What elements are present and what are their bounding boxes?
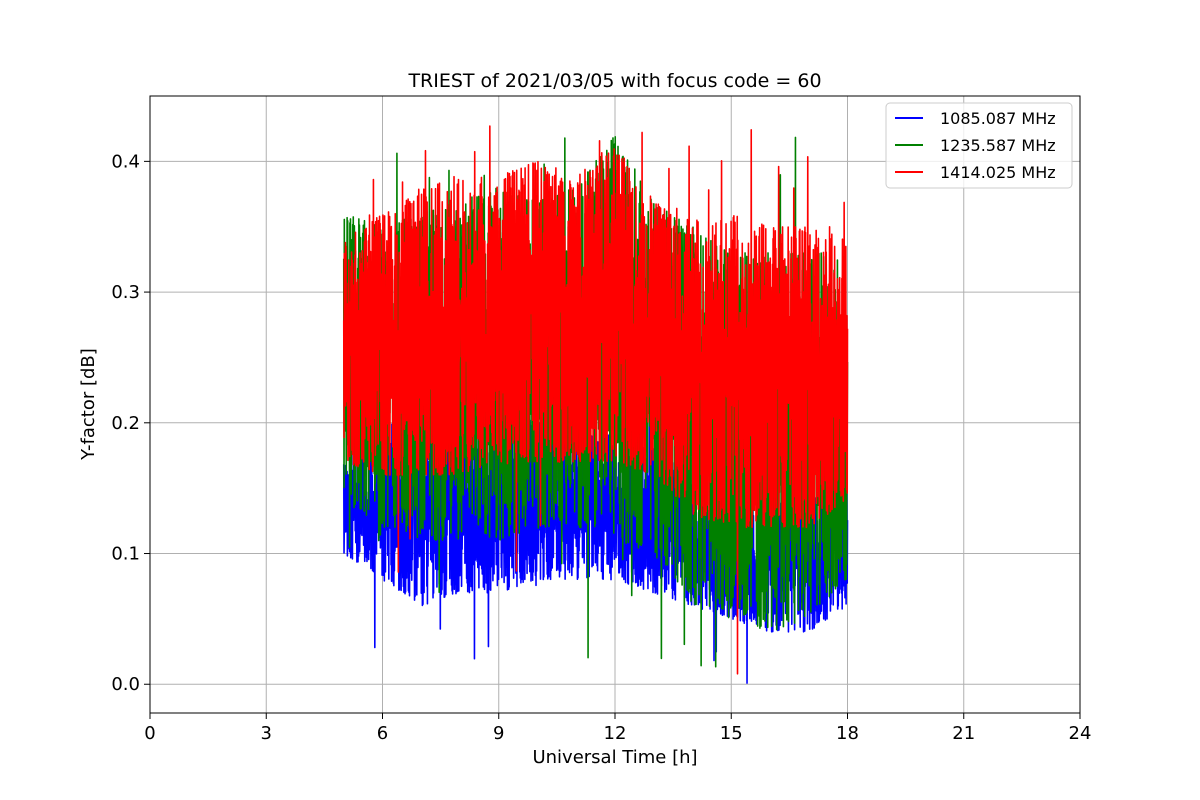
- x-tick-label: 0: [144, 723, 155, 744]
- series-line-2: [342, 125, 849, 675]
- x-tick-label: 12: [604, 723, 627, 744]
- legend-label-series-1: 1235.587 MHz: [940, 136, 1056, 155]
- axis-ticks: 0 3 6 9 12 15 18 21 24 0.0 0.1 0.2 0.3 0.4: [111, 151, 1091, 744]
- y-tick-label: 0.0: [111, 674, 140, 695]
- x-tick-label: 24: [1069, 723, 1092, 744]
- chart-title: TRIEST of 2021/03/05 with focus code = 6…: [407, 70, 821, 92]
- legend-label-series-2: 1414.025 MHz: [940, 163, 1056, 182]
- x-tick-label: 3: [261, 723, 272, 744]
- y-tick-label: 0.2: [111, 413, 140, 434]
- x-tick-label: 6: [377, 723, 388, 744]
- y-tick-label: 0.4: [111, 151, 140, 172]
- legend: 1085.087 MHz 1235.587 MHz 1414.025 MHz: [885, 102, 1073, 189]
- legend-box: [885, 102, 1073, 189]
- x-tick-label: 18: [836, 723, 859, 744]
- y-tick-label: 0.1: [111, 544, 140, 565]
- y-tick-label: 0.3: [111, 282, 140, 303]
- x-tick-label: 21: [952, 723, 975, 744]
- x-tick-label: 9: [493, 723, 504, 744]
- x-axis-label: Universal Time [h]: [532, 747, 697, 768]
- legend-label-series-0: 1085.087 MHz: [940, 109, 1056, 128]
- series-layer: [342, 125, 849, 684]
- x-tick-label: 15: [720, 723, 743, 744]
- y-axis-label: Y-factor [dB]: [78, 348, 99, 461]
